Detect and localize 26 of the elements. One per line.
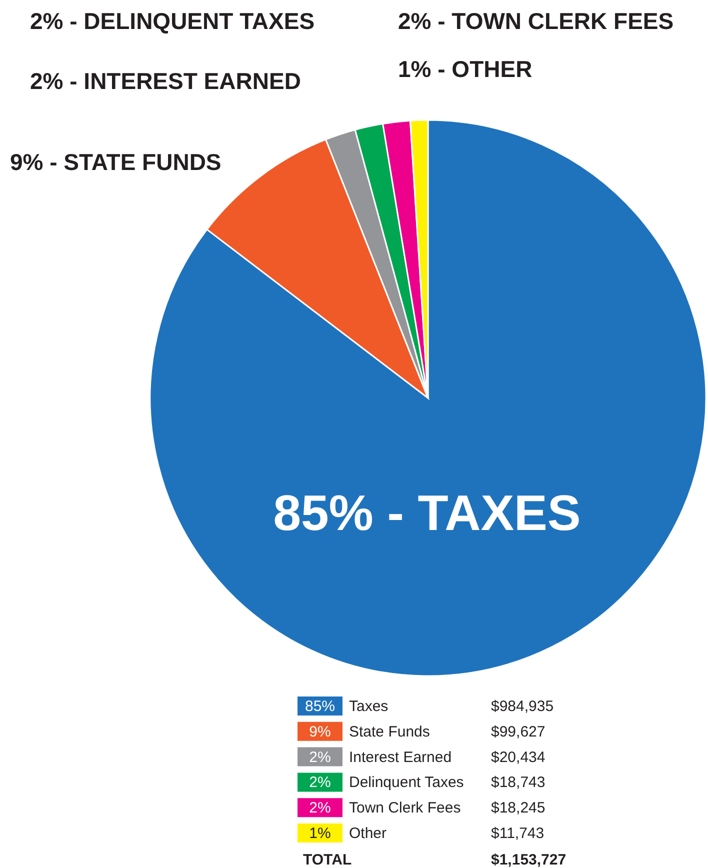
text: TOTAL (303, 851, 352, 868)
legend-label: Town Clerk Fees (349, 800, 461, 817)
legend-label: Taxes (349, 698, 388, 715)
legend-label: Other (349, 825, 387, 842)
text: 2% (309, 774, 331, 792)
data-label: $18,245 (491, 800, 546, 817)
data-label: $18,743 (491, 774, 546, 792)
text: 2% - DELINQUENT TAXES (30, 8, 315, 34)
data-label: $99,627 (491, 723, 546, 740)
text: 2% (309, 800, 331, 817)
legend-label: State Funds (349, 723, 430, 740)
data-label: $984,935 (491, 698, 554, 715)
text: 2% - TOWN CLERK FEES (398, 8, 674, 34)
text: 85% - TAXES (273, 485, 581, 541)
data-label: $11,743 (491, 825, 544, 842)
text: $1,153,727 (491, 851, 566, 868)
text: 1% - OTHER (398, 56, 532, 82)
data-label: $20,434 (491, 748, 546, 766)
text: 9% - STATE FUNDS (10, 149, 222, 175)
legend-label: Delinquent Taxes (349, 774, 464, 792)
text: 1% (309, 825, 331, 842)
text: 9% (309, 723, 331, 740)
text: 2% (309, 748, 331, 766)
text: 85% (304, 698, 336, 715)
text: 2% - INTEREST EARNED (30, 68, 301, 94)
legend-label: Interest Earned (349, 748, 452, 766)
